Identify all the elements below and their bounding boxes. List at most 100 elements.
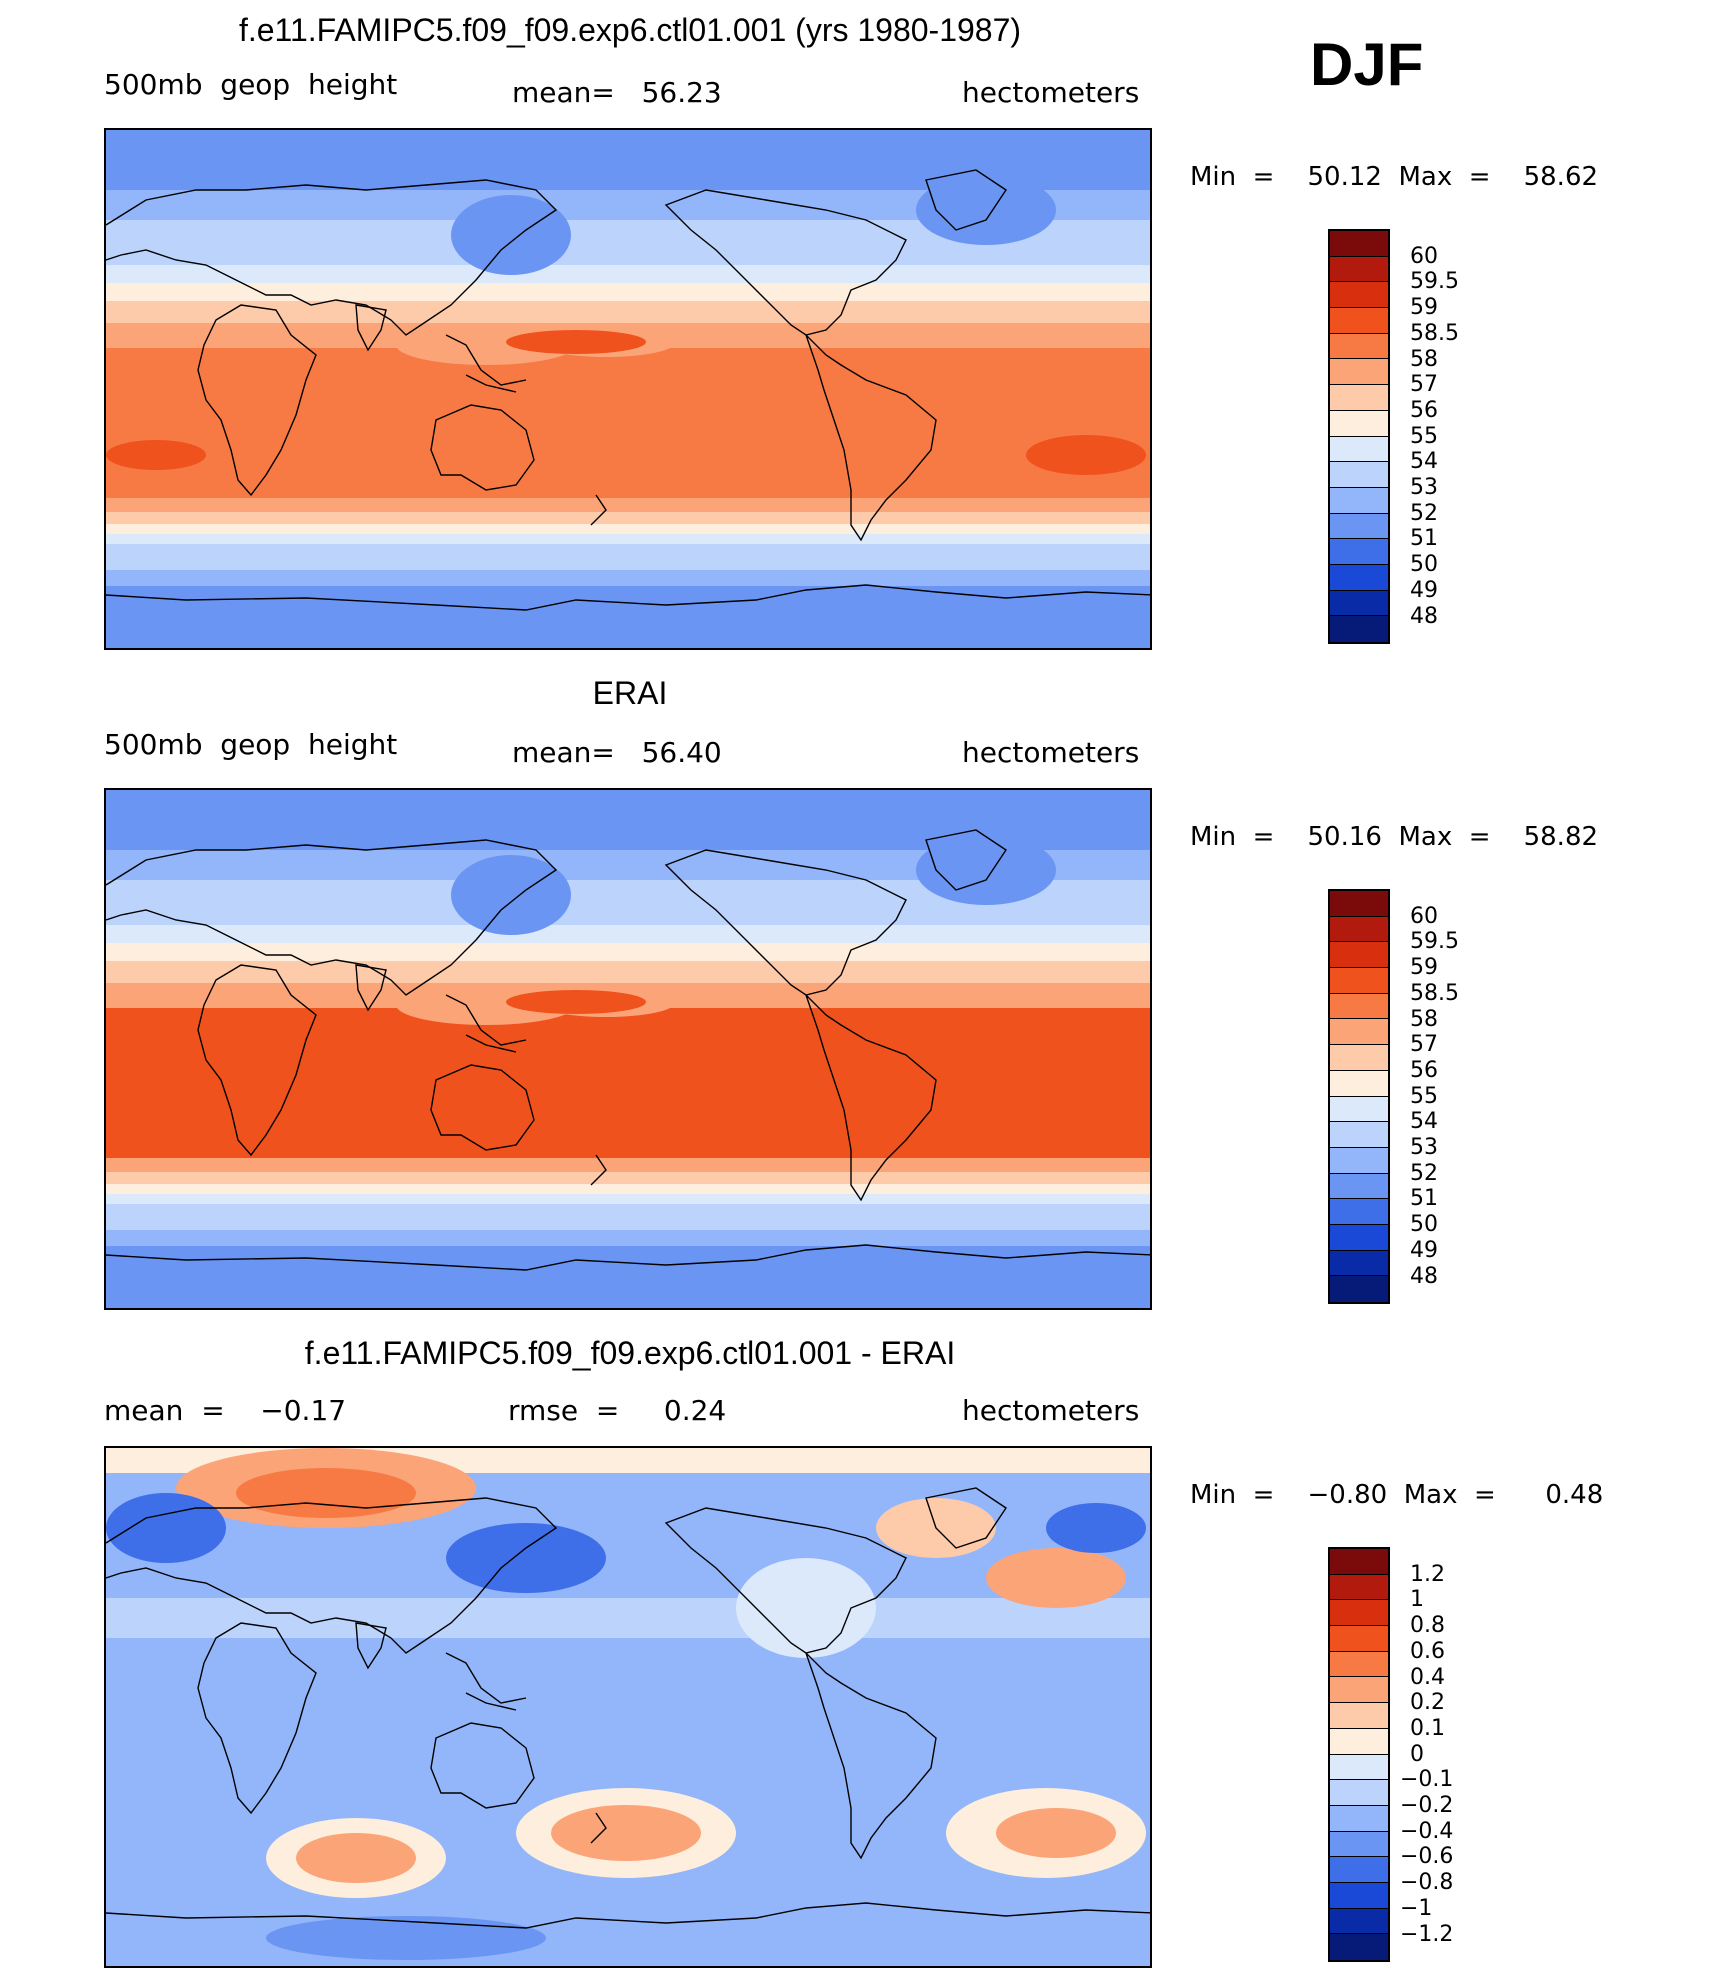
colorbar-tick-label: 59.5 [1410,929,1459,955]
colorbar-swatch [1330,1173,1388,1200]
colorbar-tick-label: −0.6 [1400,1844,1454,1870]
field-band [106,570,1150,586]
colorbar-swatch [1330,308,1388,334]
field-blob [106,1100,206,1130]
field-blob [106,1493,226,1563]
coastline [197,304,317,497]
field-band [106,1598,1150,1638]
colorbar-tick-label: 0.6 [1410,1638,1445,1664]
colorbar-swatch [1330,1549,1388,1575]
colorbar-swatch [1330,1600,1388,1627]
coastline [805,994,937,1202]
colorbar-swatch [1330,436,1388,463]
field-blob [506,330,646,354]
panel3-units-label: hectometers [962,1394,1140,1427]
field-blob [106,440,206,470]
coastline [197,964,317,1157]
field-band [106,1204,1150,1216]
colorbar-swatch [1330,1096,1388,1123]
colorbar-swatch [1330,1122,1388,1148]
coastline [925,829,1007,891]
coastline [445,1652,527,1711]
colorbar-tick-label: 57 [1410,372,1438,398]
colorbar-swatch [1330,1703,1388,1729]
field-blob [551,1805,701,1861]
field-band [106,348,1150,498]
colorbar-swatch [1330,1019,1388,1046]
coastline [805,1652,937,1860]
colorbar-swatch [1330,942,1388,969]
colorbar-swatch [1330,616,1388,642]
colorbar-tick-label: 60 [1410,243,1438,269]
field-band [106,498,1150,512]
colorbar-tick-label: 52 [1410,500,1438,526]
panel1-units-label: hectometers [962,76,1140,109]
colorbar-tick-label: 59 [1410,295,1438,321]
colorbar-tick-label: 0.1 [1410,1715,1445,1741]
colorbar-tick-label: −1.2 [1400,1921,1454,1947]
colorbar-swatch [1330,1626,1388,1652]
panel1-minmax: Min = 50.12 Max = 58.62 [1190,162,1599,192]
colorbar-tick-label: 58 [1410,1006,1438,1032]
coastline [355,964,387,1012]
field-band [106,524,1150,534]
colorbar-tick-label: 0 [1410,1741,1424,1767]
colorbar-tick-label: 50 [1410,1212,1438,1238]
panel2-left-label: 500mb geop height [104,728,398,761]
colorbar-tick-label: 48 [1410,603,1438,629]
colorbar-tick-label: 60 [1410,903,1438,929]
field-band [106,1158,1150,1172]
colorbar-tick-label: 56 [1410,397,1438,423]
field-band [106,301,1150,323]
colorbar-tick-label: 0.8 [1410,1613,1445,1639]
colorbar-swatch [1330,1882,1388,1909]
coastline [106,179,558,336]
panel3-title: f.e11.FAMIPC5.f09_f09.exp6.ctl01.001 - E… [304,1335,956,1371]
coastline [430,404,535,491]
colorbar-tick-label: 56 [1410,1057,1438,1083]
colorbar-tick-label: 51 [1410,526,1438,552]
field-band [106,283,1150,301]
colorbar-swatch [1330,359,1388,386]
colorbar-tick-label: 55 [1410,423,1438,449]
field-band [106,943,1150,961]
coastline [445,334,527,393]
field-blob [986,1548,1126,1608]
panel1-map-svg [106,130,1150,648]
colorbar-swatch [1330,1908,1388,1935]
panel3-colorbar [1328,1547,1390,1963]
colorbar-swatch [1330,968,1388,994]
coastline [430,1722,535,1809]
field-band [106,1184,1150,1194]
field-band [106,1216,1150,1230]
colorbar-tick-label: 59.5 [1410,269,1459,295]
coastline [925,1487,1007,1549]
colorbar-tick-label: 54 [1410,1109,1438,1135]
panel1-left-label: 500mb geop height [104,68,398,101]
colorbar-swatch [1330,1754,1388,1781]
field-blob [451,855,571,935]
field-band [106,961,1150,983]
coastline [664,189,907,336]
field-band [106,1172,1150,1184]
colorbar-tick-label: −0.1 [1400,1767,1454,1793]
panel2-title: ERAI [592,675,668,711]
coastline [355,1622,387,1670]
field-band [106,905,1150,925]
coastline [805,334,937,542]
colorbar-tick-label: −0.4 [1400,1818,1454,1844]
colorbar-swatch [1330,1831,1388,1858]
colorbar-tick-label: 57 [1410,1032,1438,1058]
colorbar-swatch [1330,590,1388,617]
colorbar-tick-label: 0.2 [1410,1690,1445,1716]
colorbar-swatch [1330,1250,1388,1277]
field-blob [916,175,1056,245]
colorbar-swatch [1330,333,1388,360]
coastline [430,1064,535,1151]
colorbar-swatch [1330,1276,1388,1302]
colorbar-tick-label: −0.2 [1400,1793,1454,1818]
panel2-map-svg [106,790,1150,1308]
colorbar-tick-label: 50 [1410,552,1438,578]
field-band [106,512,1150,524]
